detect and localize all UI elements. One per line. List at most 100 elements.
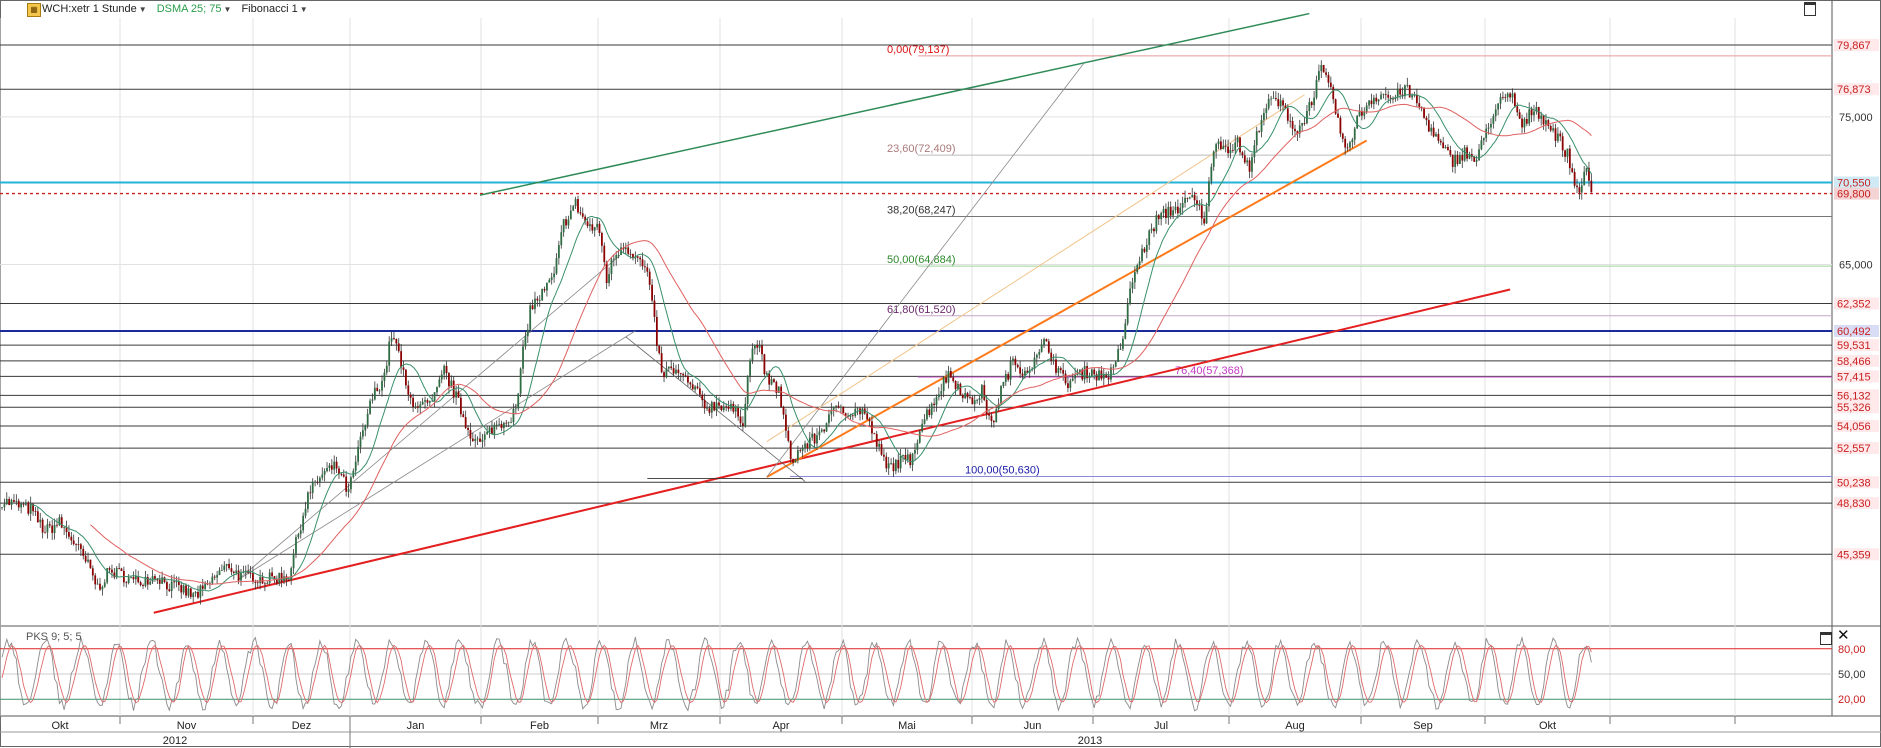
candle-body [701,394,704,401]
candle-body [1117,349,1120,362]
maximize-oscillator-icon[interactable] [1820,632,1832,645]
candle-body [252,573,254,582]
fibonacci-dropdown[interactable]: Fibonacci 1 ▼ [241,3,307,15]
candle-body [15,500,18,502]
candle-body [216,575,218,578]
candle-body [1203,218,1206,224]
candle-body [397,343,400,352]
candle-body [751,348,754,361]
candle-body [1081,369,1084,380]
price-level-label: 58,466 [1837,356,1871,368]
candle-body [436,386,438,393]
candle-body [1179,207,1182,214]
candle-body [82,548,85,556]
candle-body [486,431,489,435]
maximize-chart-icon[interactable] [1804,2,1816,16]
candle-body [1404,85,1406,97]
candle-body [976,400,979,401]
month-label: Apr [772,720,789,732]
candle-body [952,377,955,382]
candle-body [546,282,548,291]
candle-body [70,536,73,541]
candle-body [297,534,300,538]
candle-body [1449,149,1452,155]
candle-body [914,449,916,454]
candle-body [1176,206,1179,214]
candle-body [1315,79,1318,98]
candle-body [644,266,646,268]
candle-body [615,255,618,259]
candle-body [806,443,809,449]
candle-body [945,377,947,383]
candle-body [557,245,560,259]
candle-body [5,498,8,505]
candle-body [691,384,694,390]
candle-body [1435,134,1437,137]
close-oscillator-icon[interactable]: ✕ [1837,627,1850,644]
candle-body [1447,146,1449,150]
candle-body [589,224,591,227]
candle-body [868,419,871,422]
candle-body [1131,282,1134,289]
candle-body [1210,166,1213,182]
candle-body [894,459,897,472]
candle-body [1246,160,1249,163]
candle-body [1205,206,1208,224]
candle-body [1564,150,1566,157]
candle-body [1339,117,1342,134]
candle-body [149,581,152,585]
month-label: Nov [177,720,197,732]
candle-body [467,427,469,430]
candle-body [457,391,460,398]
candle-body [1040,344,1043,352]
candle-body [1361,110,1363,116]
candle-body [732,403,735,412]
candle-body [897,459,900,469]
candle-body [1437,134,1440,141]
candle-body [978,398,981,401]
candle-body [1578,187,1581,193]
candle-body [187,588,190,596]
candle-body [340,474,343,475]
symbol-dropdown[interactable]: WCH:xetr 1 Stunde ▼ [42,3,147,15]
indicator-dropdown[interactable]: DSMA 25; 75 ▼ [157,3,232,15]
candle-body [569,210,572,220]
candle-body [1012,358,1014,362]
candle-body [1485,128,1488,139]
candle-body [672,368,675,374]
candle-body [787,430,790,441]
candle-body [1523,118,1526,128]
candle-body [1337,113,1339,118]
candle-body [820,429,823,432]
candle-body [612,258,615,260]
candle-body [51,525,54,533]
candle-body [510,422,512,423]
candle-body [526,329,529,337]
candle-body [118,568,121,569]
candle-body [3,504,6,508]
candle-body [323,471,326,475]
candle-body [197,592,199,598]
candle-body [428,401,431,403]
candle-body [696,386,699,389]
candle-body [658,345,661,354]
candle-body [1487,127,1490,129]
fan-line [766,63,1084,478]
candle-body [106,568,109,583]
candle-body [1186,197,1189,199]
candle-body [995,409,998,423]
trend-lines [153,12,1511,614]
candle-body [773,379,775,382]
candle-body [959,383,962,396]
candle-body [1535,106,1538,112]
candle-body [713,402,716,411]
fibonacci-level-label: 50,00(64,884) [887,254,956,266]
candle-body [330,465,333,470]
candle-body [491,427,493,435]
candle-body [1086,366,1088,379]
candle-body [837,405,840,408]
candle-body [146,576,149,585]
candle-body [1021,373,1024,376]
candle-body [1083,366,1086,380]
